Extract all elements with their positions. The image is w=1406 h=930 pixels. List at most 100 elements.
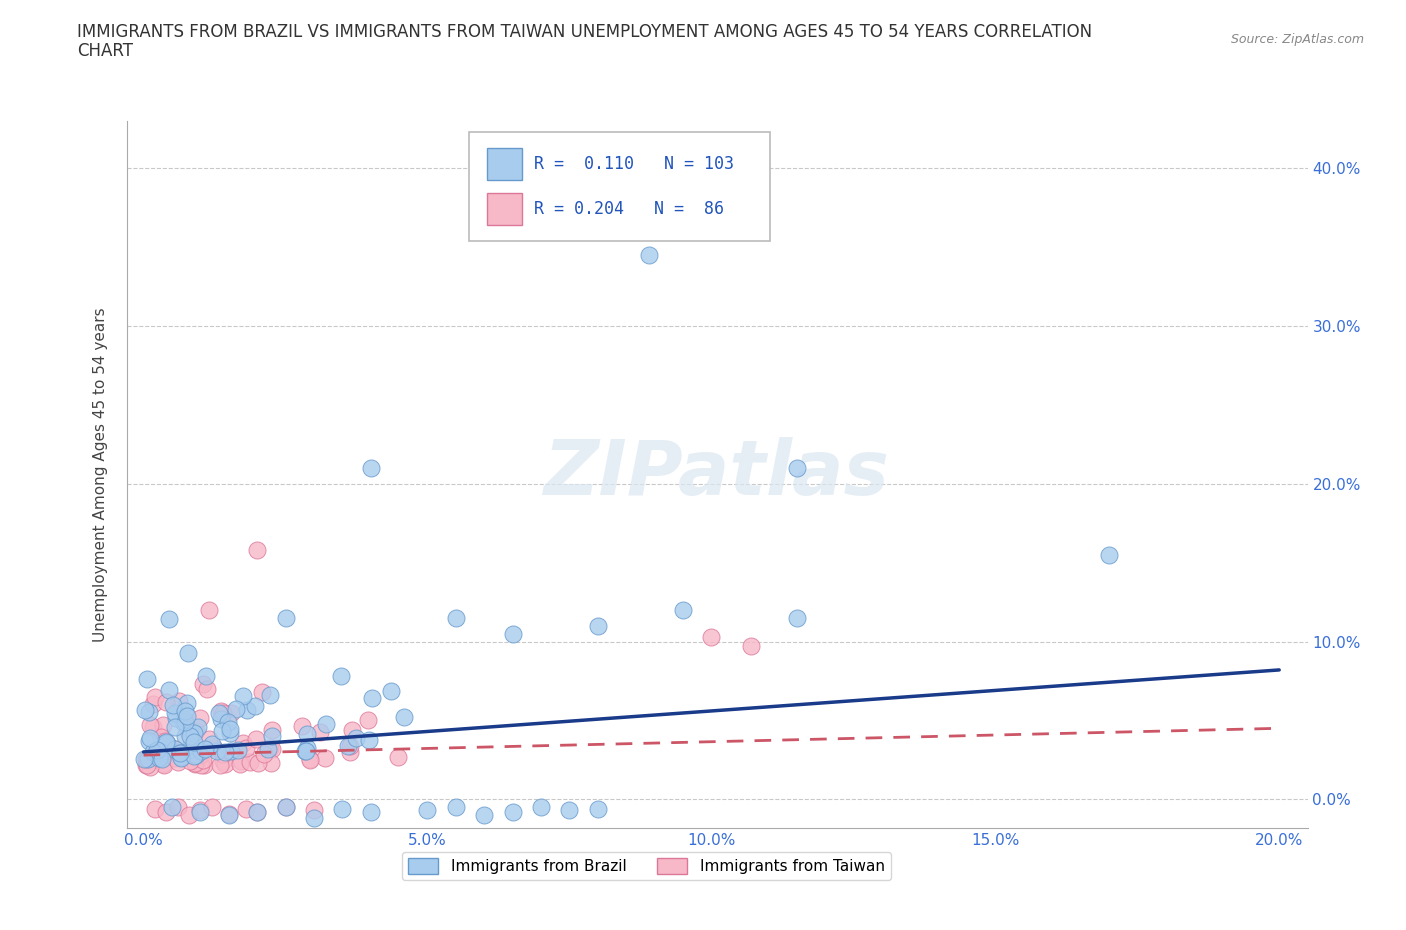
Point (193, 758, 215, 773)
Point (235, 702, 257, 717)
Point (700, 630, 723, 644)
Bar (486, 193, 522, 225)
Text: IMMIGRANTS FROM BRAZIL VS IMMIGRANTS FROM TAIWAN UNEMPLOYMENT AMONG AGES 45 TO 5: IMMIGRANTS FROM BRAZIL VS IMMIGRANTS FRO… (77, 23, 1092, 41)
Text: CHART: CHART (77, 42, 134, 60)
Point (260, 723, 283, 737)
Point (177, 724, 200, 738)
Point (153, 736, 176, 751)
Point (170, 750, 193, 764)
Point (586, 802, 609, 817)
Point (218, 806, 240, 821)
Point (173, 714, 195, 729)
Point (163, 751, 186, 766)
Text: Source: ZipAtlas.com: Source: ZipAtlas.com (1230, 33, 1364, 46)
Point (259, 741, 281, 756)
Point (472, 807, 495, 822)
Point (198, 603, 221, 618)
Point (315, 717, 337, 732)
Point (190, 743, 212, 758)
Point (217, 714, 239, 729)
Point (235, 802, 257, 817)
Point (149, 743, 172, 758)
Point (146, 742, 169, 757)
Point (202, 740, 225, 755)
Point (297, 726, 319, 741)
Point (138, 734, 160, 749)
Point (188, 711, 211, 725)
Point (173, 728, 195, 743)
Point (211, 754, 233, 769)
Point (392, 710, 415, 724)
Point (174, 703, 197, 718)
Point (132, 751, 155, 766)
Point (340, 723, 363, 737)
Point (139, 731, 162, 746)
Point (243, 698, 266, 713)
Point (157, 683, 180, 698)
Point (302, 811, 325, 826)
Point (361, 691, 384, 706)
Point (187, 719, 209, 734)
Point (138, 718, 160, 733)
Point (250, 684, 273, 699)
Point (193, 677, 215, 692)
Point (208, 706, 231, 721)
Legend: Immigrants from Brazil, Immigrants from Taiwan: Immigrants from Brazil, Immigrants from … (402, 852, 891, 880)
Point (298, 751, 321, 766)
Point (245, 732, 267, 747)
Point (344, 731, 367, 746)
Point (502, 626, 524, 641)
Point (167, 754, 190, 769)
Text: ZIPatlas: ZIPatlas (544, 437, 890, 512)
Point (183, 734, 205, 749)
Point (152, 717, 174, 732)
Point (152, 756, 174, 771)
Point (184, 747, 207, 762)
Point (214, 757, 236, 772)
Point (416, 803, 439, 817)
Point (155, 804, 177, 819)
Point (360, 460, 382, 475)
Bar (486, 148, 522, 179)
Y-axis label: Unemployment Among Ages 45 to 54 years: Unemployment Among Ages 45 to 54 years (93, 307, 108, 642)
Point (229, 756, 252, 771)
Point (134, 702, 156, 717)
Point (299, 753, 322, 768)
Point (336, 738, 359, 753)
Point (260, 741, 283, 756)
Point (295, 740, 318, 755)
Point (198, 732, 221, 747)
Point (169, 746, 191, 761)
Point (195, 682, 218, 697)
Point (256, 741, 278, 756)
Point (165, 706, 187, 721)
Point (235, 741, 257, 756)
Point (155, 735, 177, 750)
Text: R =  0.110   N = 103: R = 0.110 N = 103 (534, 155, 734, 173)
Point (177, 807, 200, 822)
Point (229, 753, 252, 768)
Point (160, 800, 183, 815)
Point (259, 687, 281, 702)
Point (138, 705, 160, 720)
Point (1098, 548, 1121, 563)
Point (184, 756, 207, 771)
Point (205, 744, 228, 759)
Point (225, 701, 247, 716)
Point (246, 542, 269, 557)
Point (142, 745, 165, 760)
Point (179, 728, 201, 743)
Point (444, 610, 467, 625)
Point (195, 669, 218, 684)
Point (357, 733, 380, 748)
Point (330, 802, 353, 817)
Point (252, 747, 274, 762)
Point (330, 669, 353, 684)
Point (176, 695, 198, 710)
Point (143, 802, 166, 817)
Point (209, 758, 232, 773)
Point (181, 747, 204, 762)
Point (173, 711, 195, 726)
Point (135, 751, 157, 766)
Point (740, 639, 762, 654)
